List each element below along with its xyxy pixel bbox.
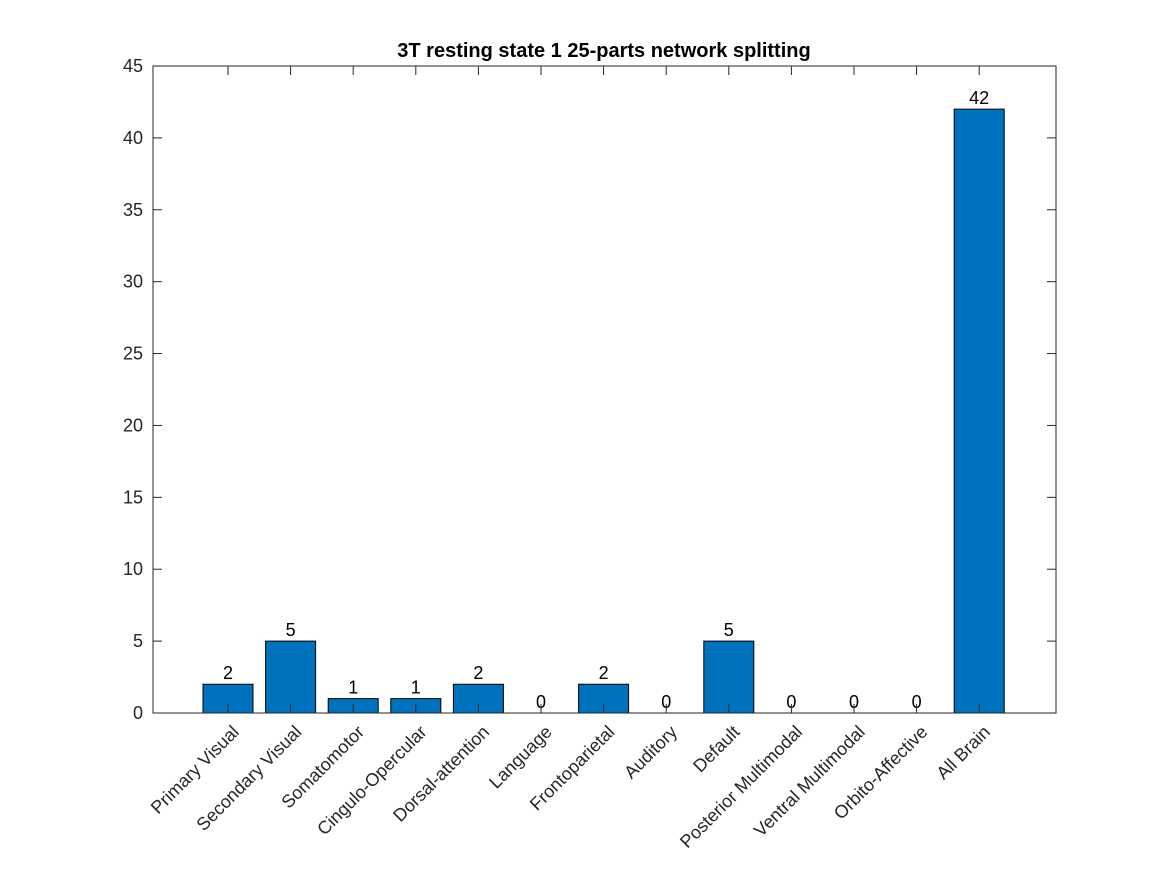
bar-value-label: 42 [969,88,989,108]
bars-layer [202,108,1005,714]
bar-value-label: 0 [912,692,922,712]
x-tick-label: Posterior Multimodal [676,722,806,852]
bar-value-label: 0 [536,692,546,712]
y-tick-label: 30 [123,272,143,292]
bar-value-label: 2 [223,663,233,683]
y-tick-label: 5 [133,631,143,651]
bar-labels-layer: 2 5 1 1 2 0 2 0 5 0 0 0 42 [223,88,989,712]
bar-value-label: 0 [661,692,671,712]
y-tick-label: 10 [123,559,143,579]
y-tick-label: 15 [123,487,143,507]
y-tick-label: 45 [123,56,143,76]
y-tick-label: 20 [123,415,143,435]
bar-value-label: 5 [724,620,734,640]
bar-value-label: 1 [348,678,358,698]
y-tick-labels: 0 5 10 15 20 25 30 35 40 45 [123,56,143,723]
bar-value-label: 1 [411,678,421,698]
plot-frame [152,65,1057,714]
y-tick-label: 0 [133,703,143,723]
y-tick-label: 40 [123,128,143,148]
y-tick-label: 35 [123,200,143,220]
plot-area [153,66,1056,713]
bar [953,108,1005,714]
chart-title: 3T resting state 1 25-parts network spli… [397,40,810,62]
y-tick-label: 25 [123,344,143,364]
x-tick-label: Secondary Visual [192,722,305,835]
bar-value-label: 2 [599,663,609,683]
bar [703,640,755,714]
bar-value-label: 5 [286,620,296,640]
bar-value-label: 2 [473,663,483,683]
x-tick-label: Cingulo-Opercular [313,722,430,839]
bar-value-label: 0 [849,692,859,712]
x-tick-label: Auditory [620,722,681,783]
bar [265,640,317,714]
x-tick-label: Default [689,722,743,776]
x-tick-label: All Brain [932,722,994,784]
bar-value-label: 0 [786,692,796,712]
x-tick-label: Ventral Multimodal [750,722,869,841]
